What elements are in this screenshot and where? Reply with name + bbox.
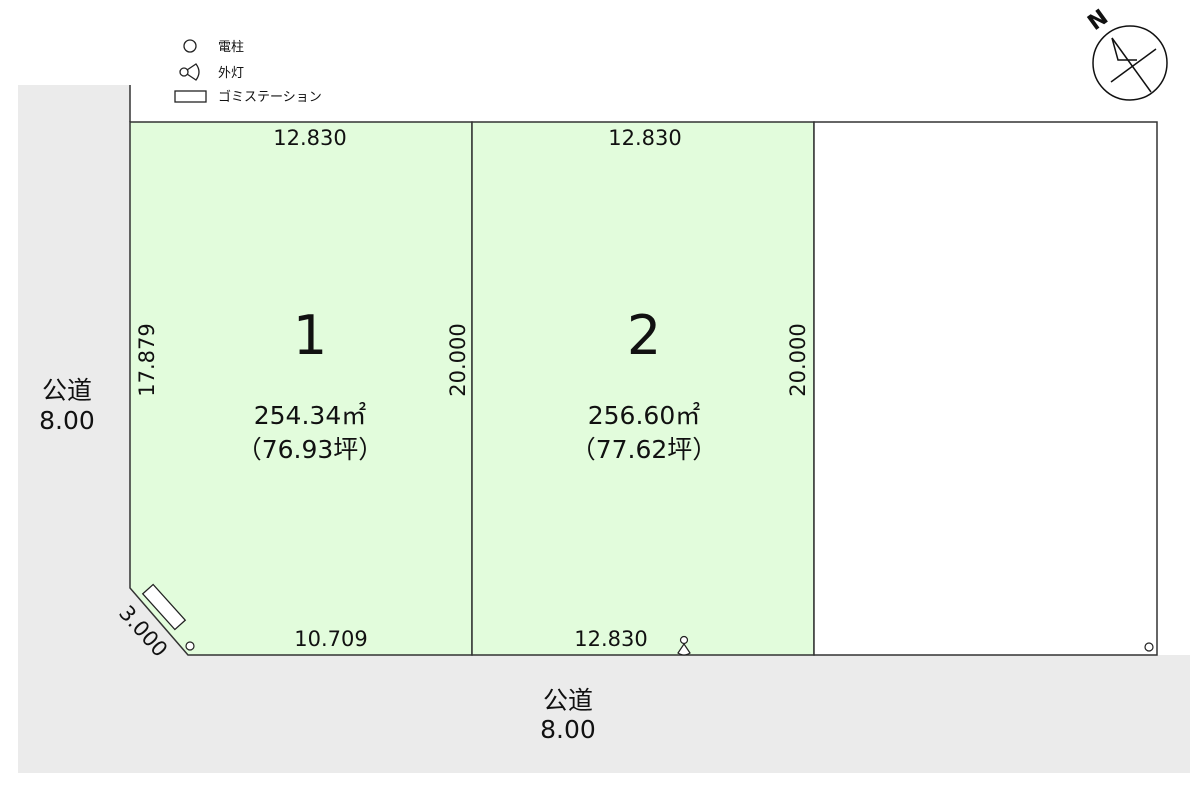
lot2-number: 2: [627, 304, 661, 367]
legend-label-pole: 電柱: [218, 40, 244, 55]
lot-1[interactable]: [129, 121, 473, 656]
road-west-name: 公道: [42, 376, 92, 405]
lot1-area-m2: 254.34㎡: [254, 401, 366, 430]
north-arrow-icon: [1092, 25, 1168, 101]
street-lamp: [677, 635, 691, 656]
utility-pole: [185, 641, 195, 651]
lot1-dim-left: 17.879: [135, 323, 159, 396]
road-west: [18, 85, 130, 655]
lot2-dim-right: 20.000: [786, 323, 810, 396]
lot1-number: 1: [293, 304, 327, 367]
utility-pole: [1144, 642, 1154, 652]
garbage-station: [141, 583, 187, 631]
legend-label-lamp: 外灯: [218, 66, 244, 81]
road-south: [18, 655, 1190, 773]
north-label: N: [1083, 5, 1113, 36]
lot1-dim-top: 12.830: [273, 126, 346, 150]
lot2-area-tsubo: （77.62坪）: [571, 435, 718, 464]
road-south-width: 8.00: [540, 715, 596, 744]
lot1-area-tsubo: （76.93坪）: [237, 435, 384, 464]
garbage-station-icon: [174, 90, 207, 103]
lot2-area-m2: 256.60㎡: [588, 401, 700, 430]
lot2-dim-bottom: 12.830: [574, 627, 647, 651]
legend-label-garbage: ゴミステーション: [218, 89, 322, 105]
road-south-name: 公道: [543, 686, 593, 715]
road-west-width: 8.00: [39, 406, 95, 435]
street-lamp-icon: [179, 63, 200, 81]
lot1-dim-right: 20.000: [446, 323, 470, 396]
utility-pole-icon: [183, 39, 197, 53]
lot-2[interactable]: [471, 121, 815, 656]
lot-3: [813, 121, 1158, 656]
lot1-dim-bottom: 10.709: [294, 627, 367, 651]
lot2-dim-top: 12.830: [608, 126, 681, 150]
